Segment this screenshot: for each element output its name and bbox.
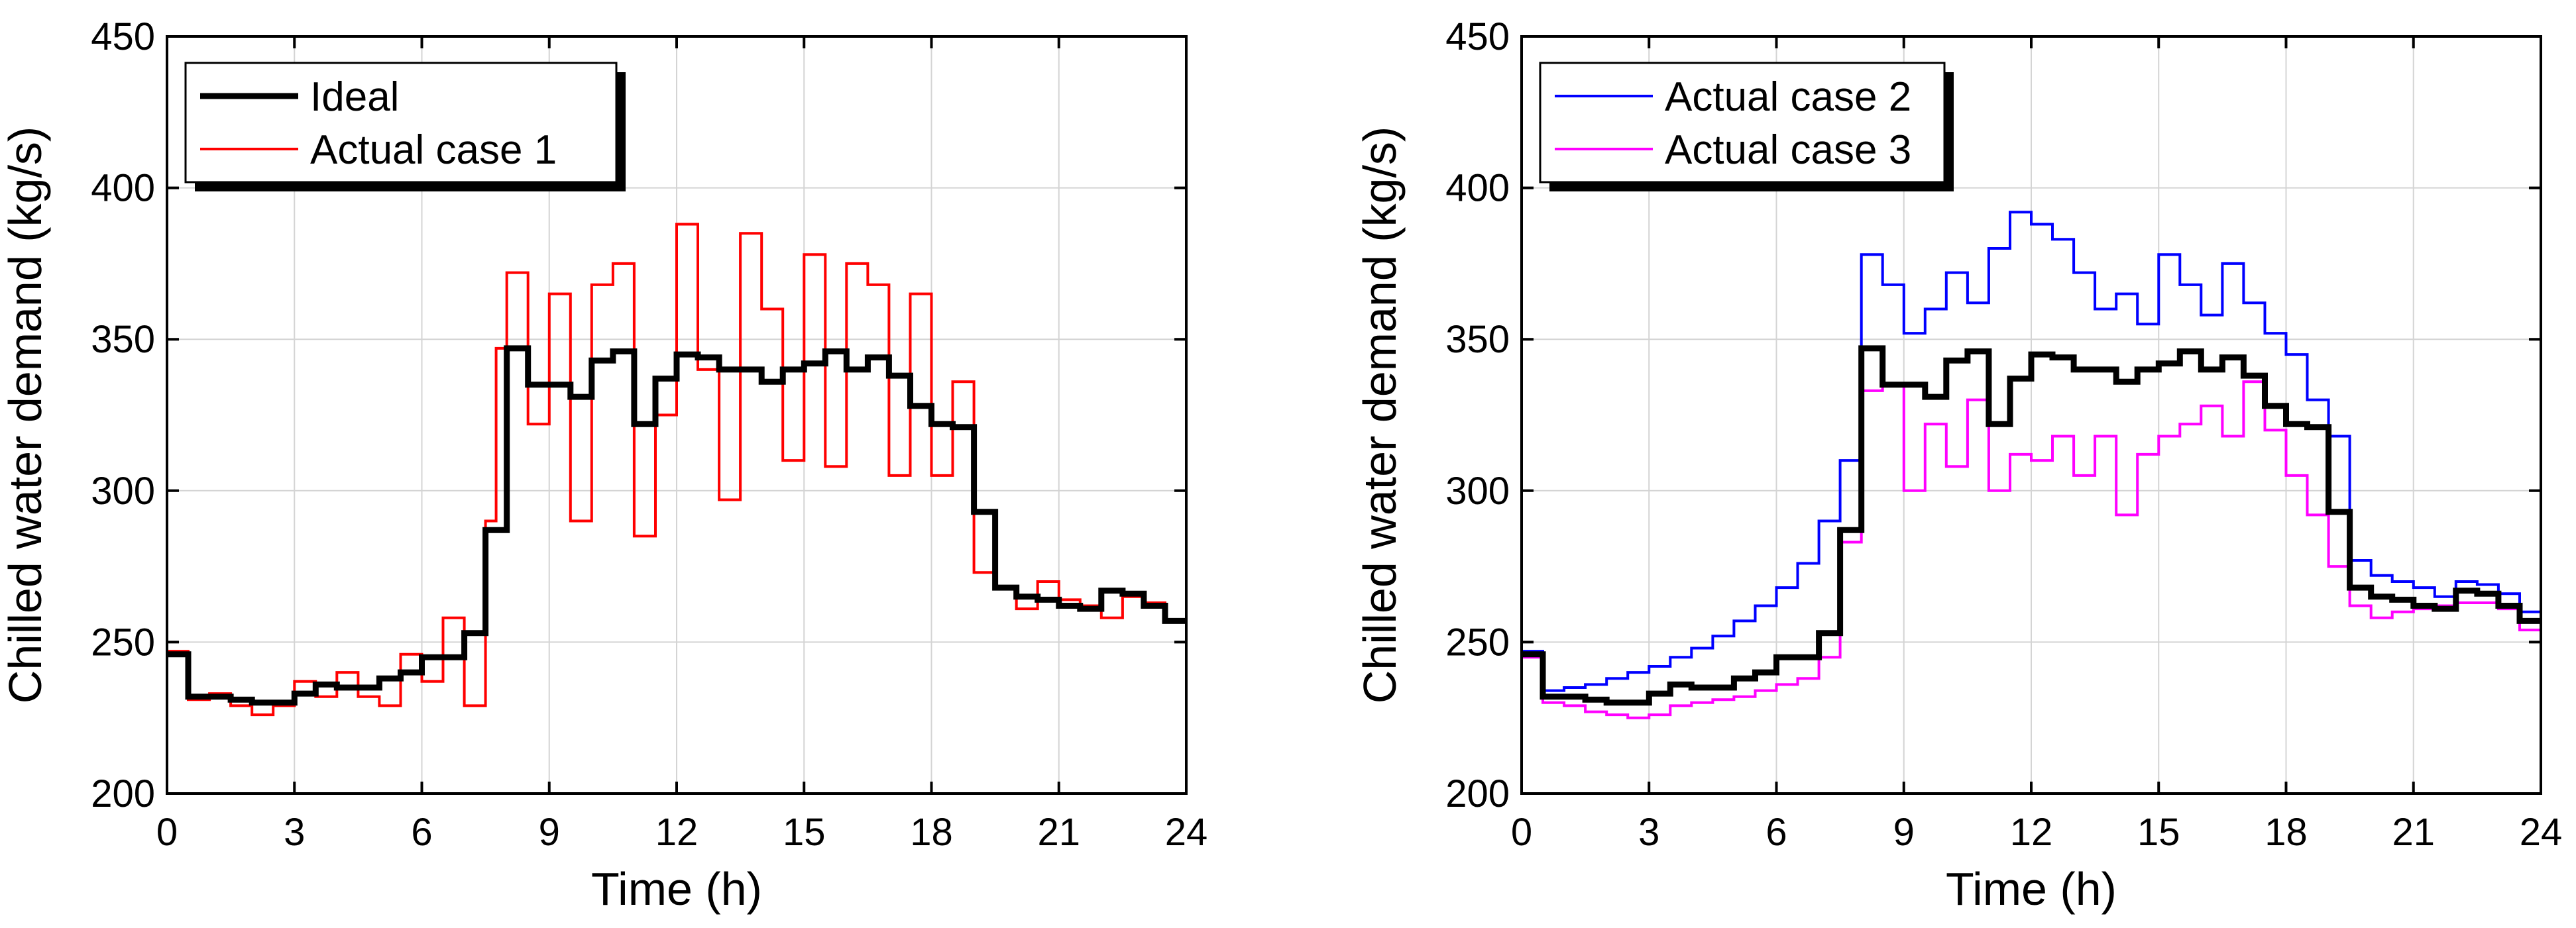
x-tick-label: 12 bbox=[2010, 811, 2053, 854]
x-tick-label: 3 bbox=[1638, 811, 1659, 854]
x-tick-label: 12 bbox=[655, 811, 699, 854]
x-tick-label: 18 bbox=[910, 811, 953, 854]
y-tick-label: 250 bbox=[1445, 621, 1510, 664]
y-tick-label: 350 bbox=[91, 318, 155, 361]
x-tick-label: 15 bbox=[2137, 811, 2180, 854]
x-tick-label: 0 bbox=[156, 811, 178, 854]
y-tick-label: 400 bbox=[1445, 167, 1510, 210]
y-tick-label: 200 bbox=[91, 772, 155, 815]
legend-label: Actual case 2 bbox=[1665, 74, 1911, 120]
y-tick-label: 200 bbox=[1445, 772, 1510, 815]
y-tick-label: 450 bbox=[1445, 15, 1510, 58]
legend-label: Actual case 1 bbox=[310, 127, 557, 173]
y-tick-label: 400 bbox=[91, 167, 155, 210]
x-tick-label: 21 bbox=[1037, 811, 1080, 854]
series-line-actual-case-2 bbox=[1522, 211, 2541, 692]
y-axis-label: Chilled water demand (kg/s) bbox=[0, 127, 51, 703]
legend: Actual case 2 Actual case 3 bbox=[1539, 62, 1954, 191]
series-line-actual-case-3 bbox=[1522, 380, 2541, 719]
y-tick-label: 450 bbox=[91, 15, 155, 58]
x-tick-label: 21 bbox=[2392, 811, 2435, 854]
legend: Ideal Actual case 1 bbox=[184, 62, 626, 191]
legend-box bbox=[1539, 62, 1946, 183]
plot-area bbox=[1522, 211, 2541, 719]
series-line-ideal bbox=[167, 345, 1186, 706]
x-tick-label: 6 bbox=[411, 811, 432, 854]
x-axis-label: Time (h) bbox=[591, 863, 762, 915]
legend-label: Actual case 3 bbox=[1665, 127, 1911, 173]
left-chart-panel: 0 3 6 9 12 15 18 21 24 200 250 300 350 400 450 Time (h)… bbox=[0, 15, 1207, 915]
x-tick-label: 9 bbox=[539, 811, 560, 854]
x-axis-label: Time (h) bbox=[1946, 863, 2117, 915]
x-tick-label: 18 bbox=[2265, 811, 2308, 854]
series-line-ideal-reference bbox=[1522, 345, 2541, 706]
y-tick-label: 300 bbox=[1445, 470, 1510, 513]
x-tick-label: 15 bbox=[783, 811, 826, 854]
legend-box bbox=[184, 62, 618, 183]
y-tick-label: 250 bbox=[91, 621, 155, 664]
x-tick-label: 24 bbox=[2520, 811, 2563, 854]
x-tick-label: 3 bbox=[284, 811, 305, 854]
y-tick-label: 300 bbox=[91, 470, 155, 513]
plot-area bbox=[167, 223, 1186, 717]
right-chart-panel: 0 3 6 9 12 15 18 21 24 200 250 300 350 400 450 Time (h)… bbox=[1354, 15, 2562, 915]
y-axis-label: Chilled water demand (kg/s) bbox=[1354, 127, 1406, 703]
y-tick-label: 350 bbox=[1445, 318, 1510, 361]
x-tick-label: 6 bbox=[1765, 811, 1787, 854]
x-tick-label: 0 bbox=[1511, 811, 1532, 854]
legend-label: Ideal bbox=[310, 74, 399, 120]
x-tick-label: 24 bbox=[1165, 811, 1208, 854]
x-tick-label: 9 bbox=[1893, 811, 1915, 854]
